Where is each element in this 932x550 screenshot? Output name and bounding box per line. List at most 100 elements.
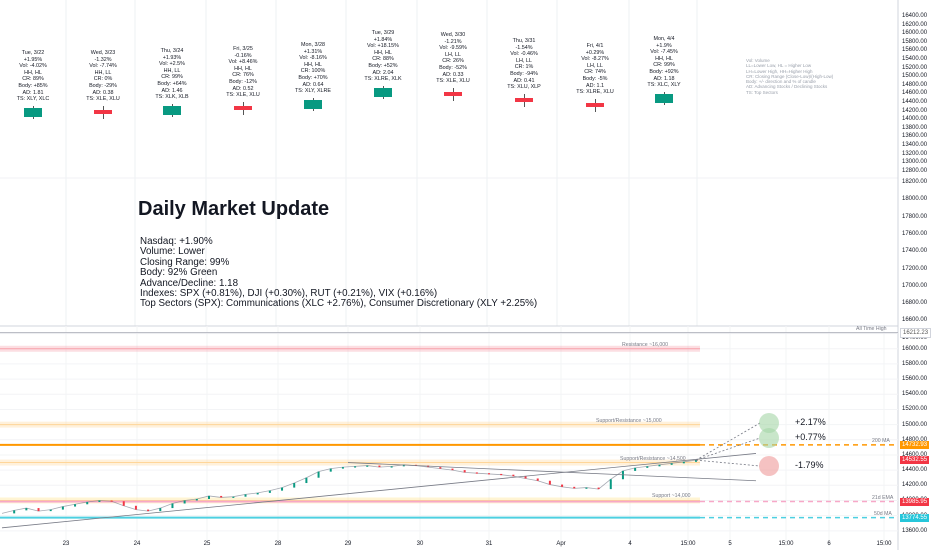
price-candle <box>670 463 673 465</box>
price-candle <box>548 480 551 485</box>
day-card-line: Body: +92% <box>649 68 679 75</box>
day-card-line: +0.29% <box>585 49 605 56</box>
level-label: Support/Resistance ~14,500 <box>620 455 686 462</box>
candle-body <box>24 107 42 117</box>
day-card-line: Body: -52% <box>439 64 467 71</box>
price-candle <box>61 506 64 510</box>
day-card-4: Mon, 3/28 +1.31% Vol: -8.16% HH, HL CR: 100%… <box>278 42 348 112</box>
price-candle <box>682 461 685 464</box>
price-candle <box>110 500 113 502</box>
x-tick-label: 15:00 <box>778 541 794 547</box>
day-card-line: TS: XLRE, XLK <box>364 76 402 83</box>
day-card-line: HH, HL <box>655 55 673 62</box>
candle-body <box>444 91 462 96</box>
y-tick-label: 14800.00 <box>902 81 928 88</box>
price-candle <box>256 492 259 495</box>
day-card-line: AD: 0.64 <box>302 81 324 88</box>
day-card-lines: Thu, 3/31 -1.54% Vol: -0.46% LH, LL CR: 1% Bo… <box>489 38 559 91</box>
day-card-line: AD: 1.46 <box>161 87 183 94</box>
y-tick-label: 16800.00 <box>902 300 928 307</box>
day-card-line: CR: 88% <box>372 56 394 63</box>
stat-line: Closing Range: 99% <box>140 256 230 268</box>
y-tick-label: 14600.00 <box>902 451 928 458</box>
trend-line-up <box>1 453 757 529</box>
day-card-line: HH, HL <box>304 61 322 68</box>
day-card-5: Tue, 3/29 +1.84% Vol: +18.15% HH, HL CR: 88%… <box>348 30 418 100</box>
y-tick-label: 16600.00 <box>902 317 928 324</box>
price-candle <box>561 484 564 487</box>
price-candle <box>25 508 28 511</box>
day-card-line: CR: 0% <box>93 76 113 83</box>
price-line <box>1 459 697 514</box>
day-card-line: CR: 74% <box>584 69 606 76</box>
day-card-1: Wed, 3/23 -1.32% Vol: -7.74% HH, LL CR: 0% Bo… <box>68 50 138 120</box>
day-card-line: Body: +85% <box>18 82 48 89</box>
price-tag: 14732.93 <box>900 440 930 449</box>
price-tag: 13774.55 <box>900 513 930 522</box>
day-card-line: TS: XLY, XLC <box>16 96 50 103</box>
day-card-line: AD: 1.18 <box>653 75 675 82</box>
day-card-line: Vol: -7.74% <box>89 63 117 70</box>
x-tick-label: 30 <box>416 541 424 547</box>
day-card-line: TS: XLY, XLRE <box>294 88 332 95</box>
y-tick-label: 15400.00 <box>902 391 928 398</box>
price-candle <box>634 467 637 471</box>
day-card-date: Tue, 3/29 <box>371 30 395 36</box>
day-card-line: Vol: -9.59% <box>439 45 467 52</box>
price-candle <box>609 479 612 490</box>
y-tick-label: 17200.00 <box>902 265 928 272</box>
price-candle <box>159 508 162 512</box>
day-card-date: Thu, 3/24 <box>160 48 184 54</box>
day-card-line: AD: 0.33 <box>442 71 464 78</box>
day-card-date: Fri, 4/1 <box>586 43 604 49</box>
y-tick-label: 16400.00 <box>902 13 928 19</box>
day-card-line: CR: 1% <box>514 64 534 71</box>
y-tick-label: 15800.00 <box>902 360 928 367</box>
price-candle <box>512 474 515 477</box>
candle-body <box>586 102 604 107</box>
scenario-path-2 <box>695 459 761 467</box>
day-card-date: Mon, 3/28 <box>301 42 325 48</box>
x-tick-label: 31 <box>485 541 493 547</box>
day-card-line: CR: 100% <box>300 68 326 75</box>
y-tick-label: 16000.00 <box>902 30 928 37</box>
day-card-line: TS: XLE, XLU <box>436 78 470 85</box>
day-card-line: HH, LL <box>163 67 181 74</box>
day-card-lines: Tue, 3/29 +1.84% Vol: +18.15% HH, HL CR: 88%… <box>348 30 418 83</box>
day-card-line: CR: 26% <box>442 58 464 65</box>
y-tick-label: 17600.00 <box>902 230 928 237</box>
day-card-line: HH, HL <box>234 65 252 72</box>
day-card-line: CR: 99% <box>653 62 675 69</box>
price-candle <box>13 510 16 514</box>
day-card-line: -1.54% <box>515 44 533 51</box>
x-tick-label: 15:00 <box>876 541 892 547</box>
scenario-path-1 <box>695 437 761 461</box>
trend-line-down <box>347 462 757 482</box>
day-card-2: Thu, 3/24 +1.93% Vol: +2.5% HH, LL CR: 99% Bo… <box>137 48 207 118</box>
day-card-line: Vol: +2.5% <box>159 61 185 68</box>
price-candle <box>293 483 296 488</box>
y-tick-label: 15200.00 <box>902 64 928 71</box>
day-card-line: Body: -94% <box>510 70 538 77</box>
y-tick-label: 14000.00 <box>902 116 928 123</box>
day-card-7: Thu, 3/31 -1.54% Vol: -0.46% LH, LL CR: 1% Bo… <box>489 38 559 108</box>
day-card-line: AD: 0.52 <box>232 85 254 92</box>
day-card-line: Vol: -8.27% <box>581 56 609 63</box>
y-tick-label: 18200.00 <box>902 179 928 185</box>
day-card-line: CR: 76% <box>232 72 254 79</box>
day-card-line: Body: -29% <box>89 82 117 89</box>
day-card-line: +1.84% <box>373 36 393 43</box>
level-label: 200 MA <box>872 437 890 444</box>
price-candle <box>86 502 89 505</box>
candle-holder <box>137 103 207 118</box>
stat-line: Body: 92% Green <box>140 267 218 279</box>
candle-holder <box>0 105 68 120</box>
legend-line: TS: Top Sectors <box>746 89 778 95</box>
day-card-line: LH, LL <box>516 57 532 64</box>
stat-line: Advance/Decline: 1.18 <box>140 277 239 289</box>
day-card-date: Tue, 3/22 <box>21 50 45 56</box>
price-candle <box>220 495 223 498</box>
price-candle <box>646 466 649 468</box>
y-tick-label: 13200.00 <box>902 150 928 157</box>
